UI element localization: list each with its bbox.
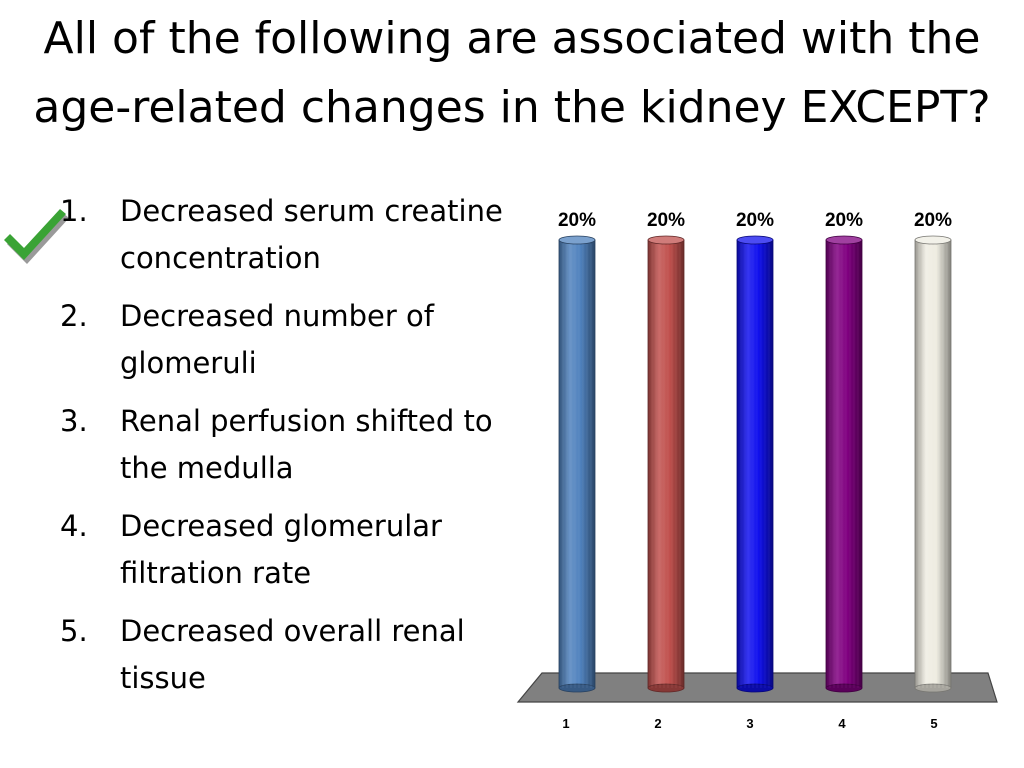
bar-top-5 <box>914 235 952 245</box>
answer-text: Decreased glomerular filtration rate <box>120 509 442 590</box>
value-label-1: 20% <box>558 210 596 231</box>
category-label-1: 1 <box>562 716 569 731</box>
answer-item-3[interactable]: 3. Renal perfusion shifted to the medulla <box>60 398 510 492</box>
value-label-3: 20% <box>736 210 774 231</box>
bar-top-3 <box>736 235 774 245</box>
answer-number: 4. <box>60 509 88 543</box>
value-label-2: 20% <box>647 210 685 231</box>
category-label-5: 5 <box>930 716 937 731</box>
value-label-5: 20% <box>914 210 952 231</box>
bar-base-4 <box>825 683 863 693</box>
answer-item-2[interactable]: 2. Decreased number of glomeruli <box>60 293 510 387</box>
answer-text: Decreased serum creatine concentration <box>120 194 503 275</box>
category-label-3: 3 <box>746 716 753 731</box>
bar-top-4 <box>825 235 863 245</box>
answer-number: 2. <box>60 299 88 333</box>
bar-1 <box>558 239 596 689</box>
slide-title: All of the following are associated with… <box>33 13 991 133</box>
bar-base-5 <box>914 683 952 693</box>
answer-item-5[interactable]: 5. Decreased overall renal tissue <box>60 608 510 702</box>
answer-item-1[interactable]: 1. Decreased serum creatine concentration <box>60 188 510 282</box>
category-label-4: 4 <box>838 716 846 731</box>
bar-4 <box>825 239 863 689</box>
value-label-4: 20% <box>825 210 863 231</box>
bar-3 <box>736 239 774 689</box>
response-chart: 20% 1 20% 2 20% 3 20% 4 20% 5 <box>516 210 998 731</box>
answer-text: Renal perfusion shifted to the medulla <box>120 404 493 485</box>
answer-number: 5. <box>60 614 88 648</box>
bar-5 <box>914 239 952 689</box>
category-label-2: 2 <box>654 716 661 731</box>
answer-text: Decreased number of glomeruli <box>120 299 434 380</box>
checkmark-icon <box>4 209 69 264</box>
bar-base-3 <box>736 683 774 693</box>
bar-2 <box>647 239 685 689</box>
answer-text: Decreased overall renal tissue <box>120 614 465 695</box>
answer-item-4[interactable]: 4. Decreased glomerular filtration rate <box>60 503 510 597</box>
bar-base-1 <box>558 683 596 693</box>
answer-number: 1. <box>60 194 88 228</box>
checkmark-shape <box>4 209 66 260</box>
bar-top-1 <box>558 235 596 245</box>
answer-number: 3. <box>60 404 88 438</box>
bar-base-2 <box>647 683 685 693</box>
bar-top-2 <box>647 235 685 245</box>
answer-list: 1. Decreased serum creatine concentration… <box>60 188 510 713</box>
